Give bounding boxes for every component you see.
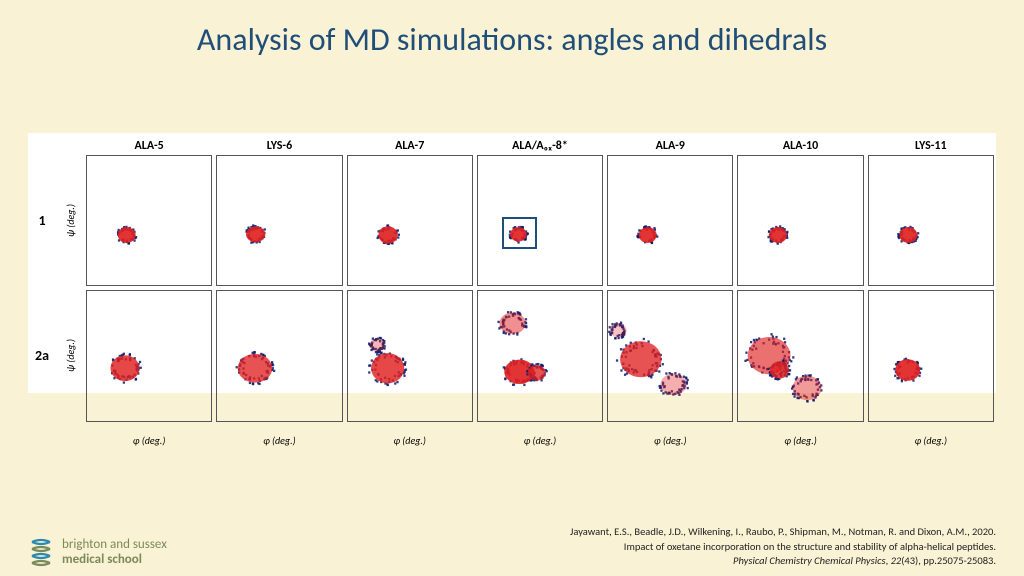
ramachandran-plot	[866, 288, 996, 423]
citation-journal: Physical Chemistry Chemical Physics, 22(…	[570, 554, 996, 568]
ramachandran-plot	[735, 288, 865, 423]
x-axis-label: φ (deg.)	[866, 424, 996, 447]
column-label: ALA/Aₒₓ-8*	[475, 139, 605, 153]
column-label: ALA-10	[735, 139, 865, 153]
ramachandran-plot	[735, 153, 865, 288]
x-axis-label: φ (deg.)	[214, 424, 344, 447]
x-axis-label: φ (deg.)	[345, 424, 475, 447]
plot-row: 1ψ (deg.)	[28, 153, 996, 288]
citation-authors: Jayawant, E.S., Beadle, J.D., Wilkening,…	[570, 525, 996, 539]
column-headers: ALA-5LYS-6ALA-7ALA/Aₒₓ-8*ALA-9ALA-10LYS-…	[84, 139, 996, 153]
x-axis-label: φ (deg.)	[735, 424, 865, 447]
citation: Jayawant, E.S., Beadle, J.D., Wilkening,…	[570, 525, 996, 568]
row-label: 1	[28, 153, 56, 288]
y-axis-label-cell: ψ (deg.)	[56, 288, 84, 423]
x-axis-label: φ (deg.)	[605, 424, 735, 447]
ramachandran-plot	[345, 288, 475, 423]
row-label: 2a	[28, 288, 56, 423]
slide-footer: brighton and sussex medical school Jayaw…	[0, 525, 1024, 568]
ramachandran-plot	[214, 288, 344, 423]
x-axis-label: φ (deg.)	[475, 424, 605, 447]
column-label: ALA-7	[345, 139, 475, 153]
y-axis-label-cell: ψ (deg.)	[56, 153, 84, 288]
ramachandran-plot	[345, 153, 475, 288]
ramachandran-plot	[84, 288, 214, 423]
ramachandran-plot	[475, 153, 605, 288]
institution-logo: brighton and sussex medical school	[28, 538, 167, 568]
ramachandran-plot	[605, 153, 735, 288]
ramachandran-plot	[605, 288, 735, 423]
column-label: ALA-9	[605, 139, 735, 153]
ramachandran-plot	[866, 153, 996, 288]
logo-text-1: brighton and sussex	[62, 538, 167, 553]
logo-text-2: medical school	[62, 553, 167, 568]
column-label: LYS-6	[214, 139, 344, 153]
ramachandran-figure: ALA-5LYS-6ALA-7ALA/Aₒₓ-8*ALA-9ALA-10LYS-…	[28, 133, 996, 393]
column-label: LYS-11	[866, 139, 996, 153]
page-title: Analysis of MD simulations: angles and d…	[0, 0, 1024, 73]
ramachandran-plot	[84, 153, 214, 288]
plot-row: 2aψ (deg.)	[28, 288, 996, 423]
bsms-logo-icon	[28, 538, 54, 568]
ramachandran-plot	[475, 288, 605, 423]
x-axis-label: φ (deg.)	[84, 424, 214, 447]
citation-title: Impact of oxetane incorporation on the s…	[570, 540, 996, 554]
column-label: ALA-5	[84, 139, 214, 153]
ramachandran-plot	[214, 153, 344, 288]
